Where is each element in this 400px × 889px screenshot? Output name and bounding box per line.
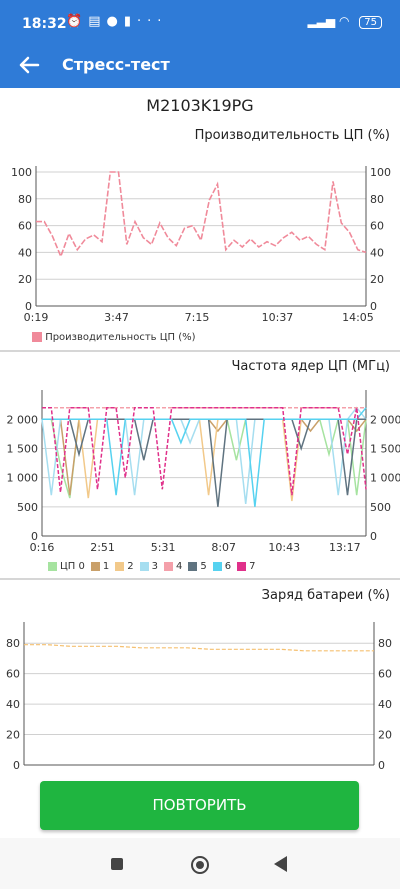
y-tick-label-right: 0 (378, 759, 385, 772)
cpu-freq-chart-title: Частота ядер ЦП (МГц) (231, 359, 390, 374)
series-line-0 (36, 171, 367, 259)
y-tick-label-right: 1 000 (370, 472, 400, 485)
trash-icon: ▮ (123, 14, 137, 29)
x-tick-label: 0:16 (30, 541, 55, 554)
y-tick-label-right: 0 (370, 300, 377, 313)
wifi-icon: ◠ (338, 14, 350, 28)
y-tick-label-right: 40 (370, 246, 384, 259)
legend-label: 3 (151, 561, 158, 572)
cpu-freq-chart: 0 0 500 500 1 000 1 000 1 500 1 500 2 000 2 000 0:… (7, 390, 400, 554)
cpu-usage-chart: 0 0 20 20 40 40 60 60 80 80 100 100 0:19 3:47 7:15 10:3… (11, 166, 391, 324)
y-tick-label: 20 (6, 729, 20, 742)
legend-label: 7 (249, 561, 256, 572)
battery-icon: 75 (359, 16, 382, 29)
series-line-6 (42, 407, 367, 507)
legend-swatch (90, 561, 100, 571)
y-tick-label: 2 000 (7, 413, 39, 426)
y-tick-label: 100 (11, 166, 32, 179)
status-system-icons: ▂▃▅ ◠ 75 (307, 14, 382, 29)
repeat-button[interactable]: ПОВТОРИТЬ (40, 781, 359, 830)
y-tick-label: 0 (31, 530, 38, 543)
y-tick-label-right: 100 (370, 166, 391, 179)
y-tick-label: 60 (18, 220, 32, 233)
section-divider (0, 350, 400, 352)
x-tick-label: 7:15 (185, 311, 210, 324)
x-tick-label: 2:51 (90, 541, 115, 554)
x-tick-label: 14:05 (342, 311, 374, 324)
y-tick-label-right: 20 (370, 273, 384, 286)
x-tick-label: 5:31 (151, 541, 176, 554)
y-tick-label: 0 (25, 300, 32, 313)
legend-swatch (163, 561, 173, 571)
series-line-2 (42, 418, 366, 502)
legend-swatch (115, 561, 125, 571)
y-tick-label: 40 (6, 698, 20, 711)
y-tick-label-right: 80 (370, 193, 384, 206)
y-tick-label-right: 40 (378, 698, 392, 711)
navigation-bar (0, 838, 400, 889)
y-tick-label: 1 000 (7, 472, 39, 485)
y-tick-label: 40 (18, 246, 32, 259)
y-tick-label: 1 500 (7, 443, 39, 456)
app-bar: Стресс-тест (0, 44, 400, 88)
battery-chart: 0 0 20 20 40 40 60 60 80 80 (6, 622, 392, 772)
page-title: Стресс-тест (62, 55, 170, 74)
legend-label: 2 (127, 561, 134, 572)
device-model: M2103K19PG (146, 96, 254, 115)
notification-icon: ▤ (88, 14, 107, 29)
y-tick-label-right: 0 (370, 530, 377, 543)
more-icon: ··· (136, 14, 168, 29)
legend-swatch (139, 561, 149, 571)
y-tick-label-right: 1 500 (370, 443, 400, 456)
y-tick-label: 20 (18, 273, 32, 286)
status-bar: 18:32 ⏰▤●▮··· ▂▃▅ ◠ 75 (0, 0, 400, 44)
battery-chart-title: Заряд батареи (%) (261, 588, 390, 603)
y-tick-label: 80 (18, 193, 32, 206)
home-button[interactable] (191, 856, 209, 874)
legend-label: 5 (200, 561, 207, 572)
x-tick-label: 10:43 (268, 541, 300, 554)
legend-label: ЦП 0 (60, 561, 85, 572)
legend-swatch (212, 561, 222, 571)
y-tick-label: 60 (6, 668, 20, 681)
cpu-usage-chart-title: Производительность ЦП (%) (194, 128, 390, 143)
status-time: 18:32 (22, 16, 67, 32)
x-tick-label: 13:17 (329, 541, 361, 554)
legend-swatch (237, 561, 247, 571)
x-tick-label: 8:07 (211, 541, 236, 554)
signal-icon: ▂▃▅ (307, 14, 336, 28)
alarm-off-icon: ⏰ (66, 14, 89, 29)
y-tick-label-right: 500 (370, 501, 391, 514)
legend-label: Производительность ЦП (%) (45, 332, 196, 343)
back-arrow-icon (19, 56, 40, 74)
legend-swatch (48, 561, 57, 571)
x-tick-label: 10:37 (262, 311, 294, 324)
recent-apps-button[interactable] (111, 858, 123, 870)
x-tick-label: 3:47 (104, 311, 129, 324)
y-tick-label-right: 20 (378, 729, 392, 742)
back-button[interactable] (16, 52, 42, 78)
legend-label: 1 (102, 561, 110, 572)
y-tick-label: 80 (6, 637, 20, 650)
legend-label: 4 (175, 561, 183, 572)
y-tick-label-right: 80 (378, 637, 392, 650)
legend-label: 6 (224, 561, 232, 572)
y-tick-label-right: 2 000 (370, 413, 400, 426)
status-notification-icons: ⏰▤●▮··· (66, 14, 167, 29)
y-tick-label: 500 (17, 501, 38, 514)
series-line-0 (24, 644, 374, 652)
y-tick-label-right: 60 (370, 220, 384, 233)
y-tick-label: 0 (13, 759, 20, 772)
bug-icon: ● (106, 14, 124, 29)
legend-swatch (32, 332, 42, 342)
cpu-freq-legend: ЦП 0 1 2 3 4 5 6 7 (42, 561, 255, 572)
section-divider (0, 578, 400, 580)
x-tick-label: 0:19 (24, 311, 49, 324)
legend-swatch (188, 561, 198, 571)
y-tick-label-right: 60 (378, 668, 392, 681)
series-line-7 (42, 406, 367, 496)
cpu-usage-legend: Производительность ЦП (%) (32, 332, 196, 343)
system-back-button[interactable] (274, 856, 287, 872)
